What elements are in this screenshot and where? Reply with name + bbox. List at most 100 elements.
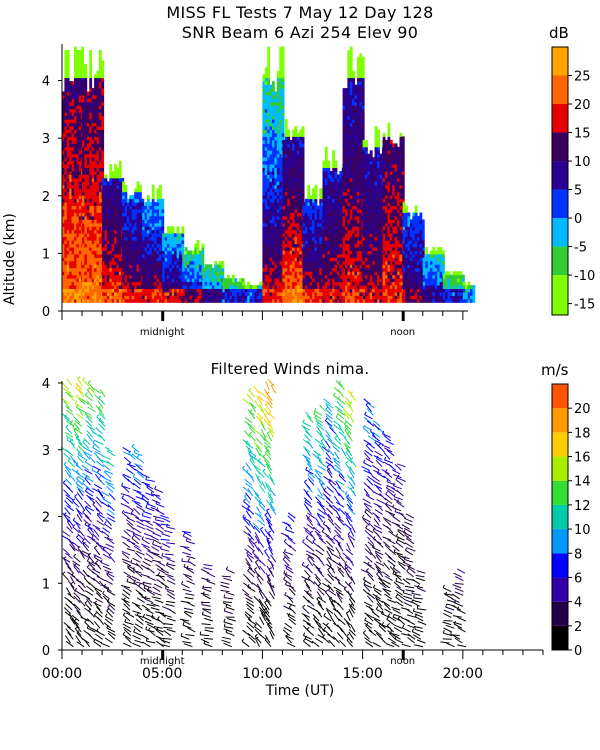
snr-cell xyxy=(309,205,313,210)
snr-cell xyxy=(234,292,238,296)
snr-cell xyxy=(91,219,95,224)
snr-cell xyxy=(337,177,340,182)
snr-cell xyxy=(302,267,306,272)
snr-cell xyxy=(299,233,303,238)
snr-cell xyxy=(131,281,135,286)
snr-cell xyxy=(332,278,335,283)
snr-cell xyxy=(124,184,128,189)
snr-cell xyxy=(299,288,303,293)
snr-cell xyxy=(131,209,135,213)
snr-cell xyxy=(264,88,268,92)
snr-cell xyxy=(78,129,82,134)
snr-cell xyxy=(269,260,273,265)
snr-cell xyxy=(76,126,80,130)
snr-cell xyxy=(84,115,88,120)
snr-cell xyxy=(292,285,295,289)
snr-cell xyxy=(264,288,268,293)
snr-cell xyxy=(149,264,153,269)
snr-cell xyxy=(78,267,82,272)
snr-cell xyxy=(207,285,210,289)
snr-cell xyxy=(332,236,335,241)
snr-cell xyxy=(279,274,283,279)
snr-cell xyxy=(98,202,102,206)
snr-cell xyxy=(274,105,278,110)
snr-cell xyxy=(347,174,351,179)
snr-cell xyxy=(184,285,188,289)
snr-cell xyxy=(122,191,125,196)
snr-cell xyxy=(78,236,82,241)
snr-cell xyxy=(337,247,340,251)
snr-cell xyxy=(114,215,117,220)
snr-cell xyxy=(94,191,97,196)
snr-cell xyxy=(267,257,270,262)
snr-cell xyxy=(302,209,306,213)
snr-cell xyxy=(267,91,270,96)
snr-cell xyxy=(78,119,82,124)
snr-cell xyxy=(167,281,170,286)
snr-cell xyxy=(64,146,68,151)
snr-cell xyxy=(98,181,102,186)
snr-cell xyxy=(69,195,72,200)
snr-cell xyxy=(307,260,311,265)
snr-cell xyxy=(81,46,84,51)
snr-cell xyxy=(66,150,70,155)
snr-cell xyxy=(176,236,180,241)
snr-cell xyxy=(76,112,80,117)
snr-cell xyxy=(171,298,175,303)
snr-cell xyxy=(207,274,210,279)
snr-cell xyxy=(114,243,117,248)
snr-cell xyxy=(74,205,77,210)
snr-cell xyxy=(124,271,128,276)
snr-cell xyxy=(154,278,157,283)
snr-cell xyxy=(272,115,275,120)
snr-cell xyxy=(167,254,170,258)
snr-cell xyxy=(354,174,358,179)
snr-cell xyxy=(156,222,160,227)
snr-cell xyxy=(64,177,68,182)
snr-cell xyxy=(74,101,77,106)
snr-cell xyxy=(309,243,313,248)
snr-cell xyxy=(74,171,77,175)
snr-cell xyxy=(66,264,70,269)
snr-cell xyxy=(296,222,300,227)
snr-cell xyxy=(284,160,288,165)
snr-cell xyxy=(171,271,175,276)
snr-cell xyxy=(279,63,283,68)
snr-cell xyxy=(354,205,358,210)
snr-cell xyxy=(339,202,343,206)
snr-cell xyxy=(287,240,291,244)
snr-cell xyxy=(276,129,280,134)
snr-cell xyxy=(151,236,155,241)
snr-cell xyxy=(345,233,348,238)
snr-cell xyxy=(347,212,351,217)
snr-cell xyxy=(214,292,218,296)
snr-cell xyxy=(345,295,348,300)
snr-cell xyxy=(352,139,355,144)
snr-cell xyxy=(281,126,285,130)
snr-cell xyxy=(147,260,150,265)
snr-cell xyxy=(124,198,128,203)
snr-cell xyxy=(104,233,108,238)
snr-cell xyxy=(296,157,300,162)
snr-cell xyxy=(98,247,102,251)
snr-cell xyxy=(151,278,155,283)
snr-cell xyxy=(227,274,230,279)
snr-cell xyxy=(136,219,140,224)
snr-cell xyxy=(294,243,298,248)
snr-cell xyxy=(262,146,266,151)
snr-cell xyxy=(276,101,280,106)
snr-cell xyxy=(62,95,65,99)
snr-cell xyxy=(339,174,343,179)
snr-cell xyxy=(302,278,306,283)
snr-cell xyxy=(357,288,360,293)
snr-cell xyxy=(272,205,275,210)
snr-cell xyxy=(74,70,77,75)
snr-cell xyxy=(347,70,351,75)
snr-cell xyxy=(262,236,266,241)
snr-cell xyxy=(337,254,340,258)
snr-cell xyxy=(131,240,135,244)
snr-cell xyxy=(274,115,278,120)
snr-cell xyxy=(189,288,193,293)
snr-cell xyxy=(81,53,84,58)
snr-cell xyxy=(98,184,102,189)
